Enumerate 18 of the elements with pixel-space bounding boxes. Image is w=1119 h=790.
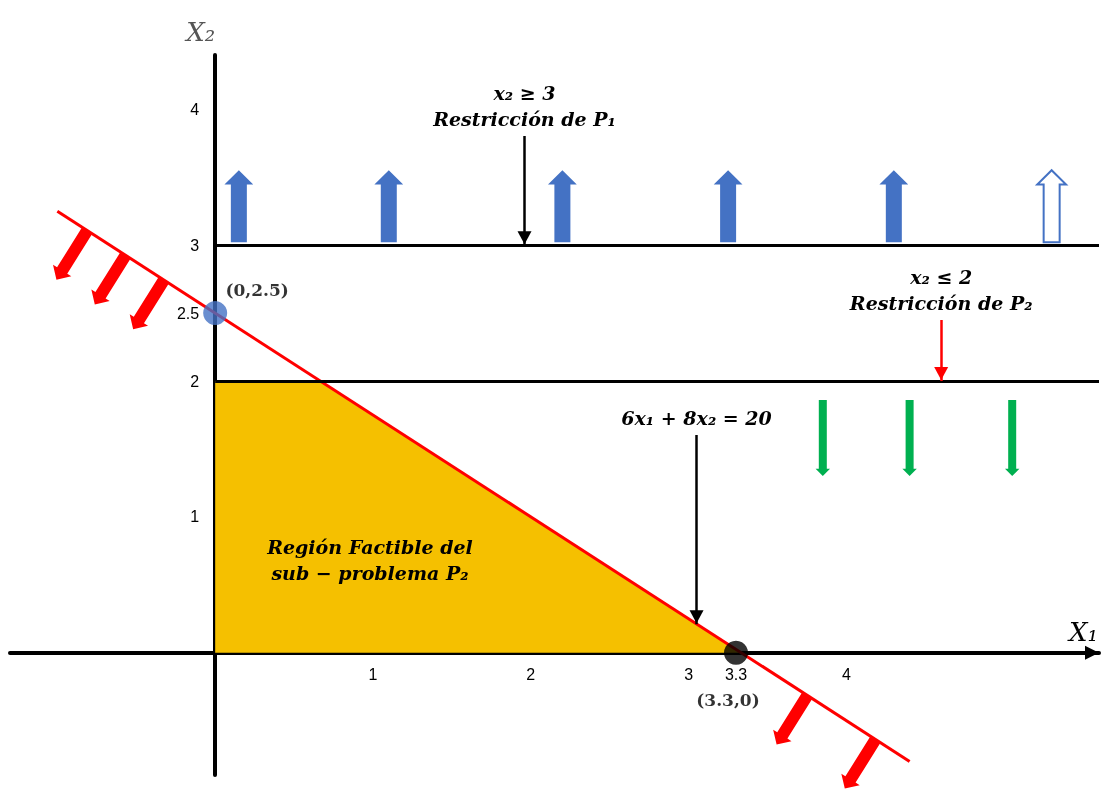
x-tick-label: 4 <box>842 666 852 684</box>
y-tick-label: 3 <box>190 236 200 254</box>
y-axis-title: X₂ <box>184 17 216 47</box>
y-tick-label: 1 <box>190 508 200 526</box>
x-tick-label: 2 <box>526 666 536 684</box>
data-label: (0,2.5) <box>225 279 289 300</box>
annotation: Región Factible del sub − problema P₂ <box>266 536 473 584</box>
y-tick-label: 2 <box>190 372 200 390</box>
annotation: 6x₁ + 8x₂ = 20 <box>621 407 772 429</box>
x-axis-title: X₁ <box>1067 616 1098 647</box>
x-tick-label: 3.3 <box>724 666 748 684</box>
y-tick-label: 4 <box>190 100 200 118</box>
annotation: x₂ ≥ 3 Restricción de P₁ <box>432 82 616 130</box>
data-label: (3.3,0) <box>696 690 760 711</box>
x-tick-label: 1 <box>368 666 378 684</box>
y-tick-label: 2.5 <box>176 304 200 322</box>
x-tick-label: 3 <box>684 666 694 684</box>
annotation: x₂ ≤ 2 Restricción de P₂ <box>848 266 1033 314</box>
